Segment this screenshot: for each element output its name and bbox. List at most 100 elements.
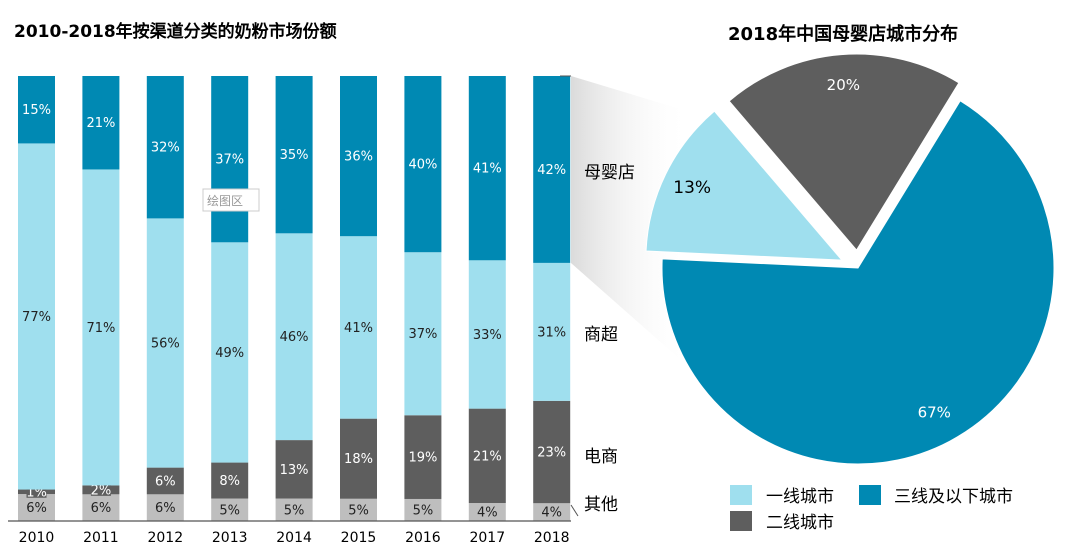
bar-chart-title: 2010-2018年按渠道分类的奶粉市场份额 (14, 21, 337, 42)
bar-segment-2017-s0 (468, 503, 506, 521)
pie-chart: 67% 13% 20% (645, 53, 1055, 465)
bar-label-2014-s0: 5% (284, 503, 305, 518)
bar-segment-2013-s3 (211, 76, 249, 243)
bar-segment-2013-s0 (211, 498, 249, 521)
bar-label-box-2011-s1 (90, 483, 111, 496)
bar-label-2013-s1: 8% (219, 474, 240, 489)
bar-segment-2013-s1 (211, 462, 249, 499)
bar-segment-2010-s2 (18, 143, 55, 490)
category-label-shangchao: 商超 (584, 325, 618, 345)
bar-segment-2017-s1 (468, 408, 506, 504)
bar-label-2015-s3: 36% (344, 150, 373, 165)
category-label-muying: 母婴店 (584, 163, 635, 183)
bar-label-2012-s2: 56% (151, 337, 180, 352)
pie-slice-2 (728, 53, 960, 251)
bar-label-2017-s0: 4% (477, 506, 498, 521)
bar-label-2012-s1: 6% (155, 474, 176, 489)
pie-label-0: 67% (918, 404, 951, 422)
bar-label-2013-s0: 5% (219, 503, 240, 518)
pie-legend: 一线城市 三线及以下城市 二线城市 (730, 485, 1013, 533)
bar-label-2018-s3: 42% (537, 163, 566, 178)
pie-label-2: 20% (827, 76, 860, 94)
bar-label-2011-s3: 21% (86, 116, 115, 131)
bar-label-2017-s3: 41% (473, 162, 502, 177)
x-tick-2017: 2017 (469, 530, 505, 546)
bar-label-2011-s1: 2% (91, 483, 112, 498)
bar-segment-2011-s2 (82, 169, 120, 486)
bar-label-2012-s0: 6% (155, 501, 176, 516)
bar-segment-2016-s2 (404, 252, 442, 416)
bar-label-2018-s1: 23% (537, 446, 566, 461)
series-category-labels: 母婴店 商超 电商 其他 (584, 163, 635, 515)
bar-segment-2018-s3 (533, 76, 571, 263)
bar-label-2018-s0: 4% (541, 506, 562, 521)
bar-segment-2011-s3 (82, 76, 120, 170)
bar-label-2016-s3: 40% (408, 158, 437, 173)
bar-segment-2015-s1 (340, 418, 377, 499)
bar-label-2017-s1: 21% (473, 449, 502, 464)
bar-segment-2011-s0 (82, 494, 120, 521)
bar-segment-2014-s0 (275, 498, 313, 521)
plot-area-tooltip: 绘图区 (202, 188, 260, 212)
bar-label-2015-s1: 18% (344, 452, 373, 467)
bar-label-2016-s0: 5% (413, 503, 434, 518)
bar-segment-2014-s1 (275, 440, 313, 499)
bar-label-2013-s3: 37% (215, 153, 244, 168)
bar-label-2010-s3: 15% (22, 103, 51, 118)
legend-swatch-tier3 (859, 485, 881, 505)
x-tick-2010: 2010 (19, 530, 55, 546)
bar-label-2018-s2: 31% (537, 325, 566, 340)
pie-slice-0 (661, 100, 1055, 465)
bar-segment-2016-s0 (404, 498, 442, 521)
other-leader-line (570, 504, 579, 517)
bar-segment-2015-s2 (340, 236, 377, 419)
bar-segment-2017-s2 (468, 260, 506, 409)
bar-label-2014-s3: 35% (280, 148, 309, 163)
legend-swatch-tier2 (730, 511, 752, 531)
bar-label-2013-s2: 49% (215, 346, 244, 361)
category-label-dianshang: 电商 (584, 447, 618, 467)
x-tick-2015: 2015 (341, 530, 377, 546)
bar-segment-2018-s0 (533, 503, 571, 521)
legend-label-tier3: 三线及以下城市 (894, 487, 1013, 507)
bar-label-2015-s2: 41% (344, 321, 373, 336)
x-tick-2013: 2013 (212, 530, 248, 546)
bar-label-2015-s0: 5% (348, 503, 369, 518)
bar-segment-2014-s2 (275, 233, 313, 441)
bar-segment-2010-s3 (18, 76, 55, 144)
bar-label-2017-s2: 33% (473, 328, 502, 343)
x-tick-2018: 2018 (534, 530, 570, 546)
x-tick-2012: 2012 (147, 530, 183, 546)
bar-segment-2012-s0 (146, 494, 184, 521)
pie-label-1: 13% (673, 178, 711, 198)
bar-segment-2010-s0 (18, 494, 55, 521)
bar-segment-2018-s2 (533, 262, 571, 401)
x-tick-2016: 2016 (405, 530, 441, 546)
legend-label-tier2: 二线城市 (766, 513, 834, 533)
legend-label-tier1: 一线城市 (766, 487, 834, 507)
bar-segment-2015-s0 (340, 498, 377, 521)
bar-label-2010-s0: 6% (26, 501, 47, 516)
legend-swatch-tier1 (730, 485, 752, 505)
bar-label-2012-s3: 32% (151, 141, 180, 156)
bar-label-2014-s1: 13% (280, 463, 309, 478)
bar-segment-2017-s3 (468, 76, 506, 261)
x-tick-2014: 2014 (276, 530, 312, 546)
bar-segment-2012-s3 (146, 76, 184, 219)
bar-segment-2016-s3 (404, 76, 442, 253)
category-label-qita: 其他 (584, 495, 618, 515)
x-tick-2011: 2011 (83, 530, 119, 546)
bar-label-2016-s2: 37% (408, 327, 437, 342)
plot-area-tooltip-text: 绘图区 (207, 193, 243, 208)
pie-slice-1 (645, 110, 843, 261)
bar-label-2011-s0: 6% (91, 501, 112, 516)
bar-label-2010-s2: 77% (22, 310, 51, 325)
bar-segment-2014-s3 (275, 76, 313, 234)
pie-chart-title: 2018年中国母婴店城市分布 (728, 23, 958, 45)
bar-label-2014-s2: 46% (280, 330, 309, 345)
bar-chart: 6%1%77%15%20106%2%71%21%20116%6%56%32%20… (18, 76, 571, 546)
bar-segment-2016-s1 (404, 415, 442, 499)
bar-label-2016-s1: 19% (408, 451, 437, 466)
bar-segment-2018-s1 (533, 400, 571, 504)
